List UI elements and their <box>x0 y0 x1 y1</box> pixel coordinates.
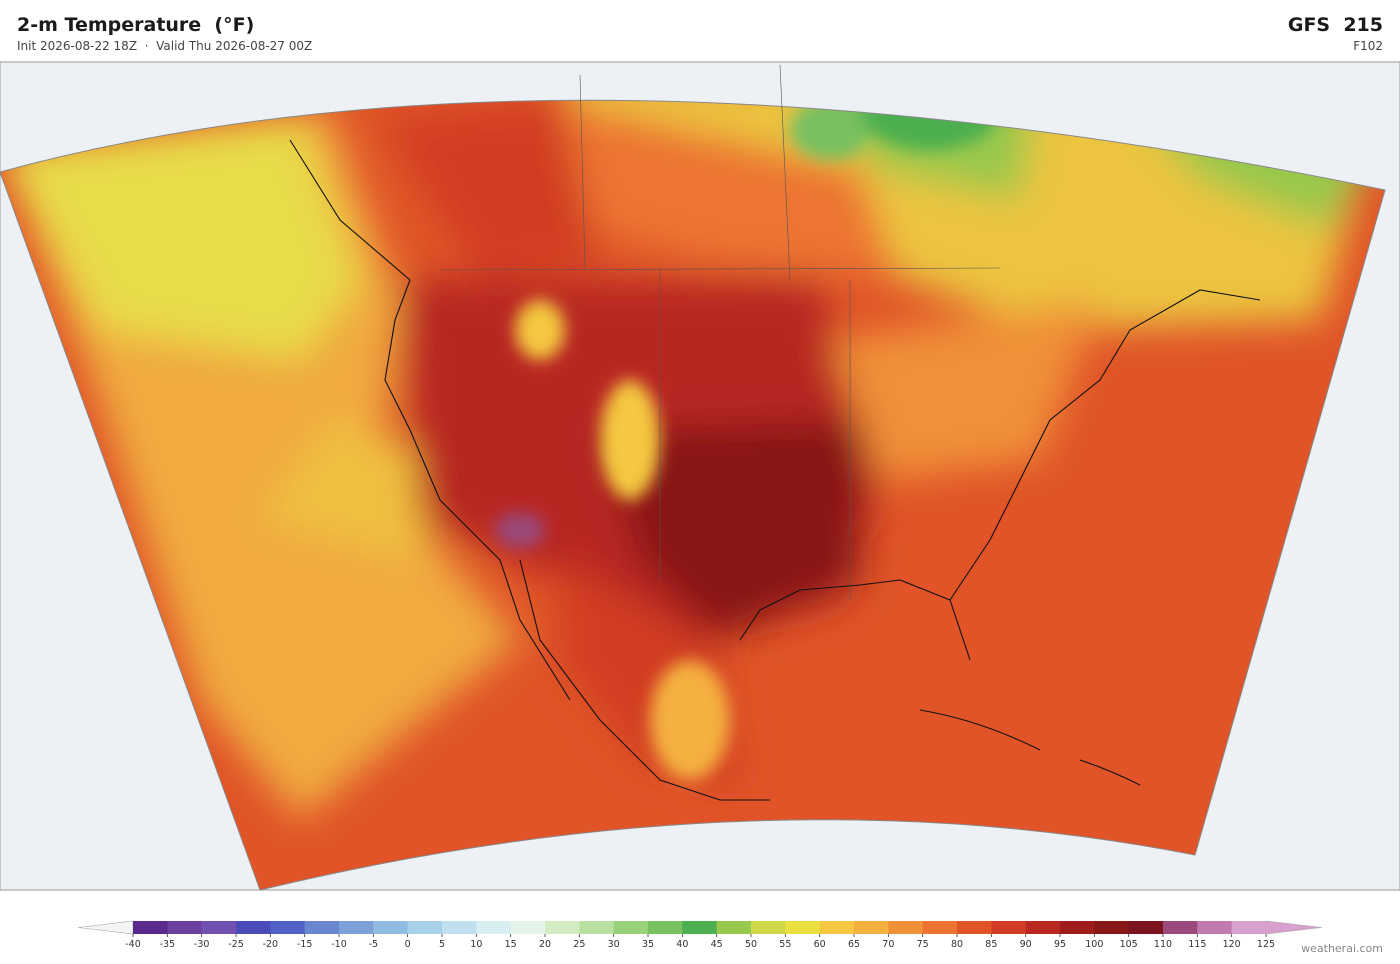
colorbar-swatch <box>167 921 203 934</box>
colorbar-swatch <box>373 921 409 934</box>
colorbar-tick-label: 120 <box>1223 939 1241 950</box>
colorbar-swatch <box>1025 921 1061 934</box>
colorbar-tick-label: 15 <box>505 939 517 950</box>
colorbar-tick-label: 100 <box>1085 939 1103 950</box>
colorbar-tick-label: -5 <box>369 939 378 950</box>
colorbar-swatch <box>716 921 752 934</box>
colorbar-swatch <box>579 921 615 934</box>
colorbar-swatch <box>991 921 1027 934</box>
colorbar-tick-label: -15 <box>297 939 313 950</box>
colorbar-tick-label: 35 <box>642 939 654 950</box>
colorbar-tick-label: 105 <box>1120 939 1138 950</box>
map-title: 2-m Temperature (°F) <box>17 14 255 36</box>
colorbar-swatch <box>236 921 271 934</box>
colorbar-over <box>1265 920 1323 935</box>
colorbar-swatch <box>682 921 718 934</box>
colorbar-tick-label: 60 <box>814 939 826 950</box>
colorbar-tick-label: 25 <box>573 939 585 950</box>
colorbar-swatch <box>201 921 237 934</box>
colorbar-tick-label: 55 <box>779 939 791 950</box>
colorbar-swatch <box>133 921 168 934</box>
forecast-hour: F102 <box>1353 39 1383 53</box>
colorbar-swatch <box>407 921 443 934</box>
colorbar-tick-label: 0 <box>405 939 411 950</box>
colorbar-tick-label: -25 <box>228 939 244 950</box>
colorbar-swatch <box>304 921 340 934</box>
colorbar-swatch <box>476 921 512 934</box>
colorbar-swatch <box>819 921 855 934</box>
colorbar-tick-label: 90 <box>1020 939 1032 950</box>
colorbar-tick-label: 80 <box>951 939 963 950</box>
colorbar-tick-label: 85 <box>985 939 997 950</box>
colorbar-swatch <box>751 921 786 934</box>
colorbar-tick-label: 30 <box>608 939 620 950</box>
colorbar-swatch <box>1231 921 1267 934</box>
colorbar-swatch <box>957 921 992 934</box>
credit: weatherai.com <box>1301 942 1383 955</box>
colorbar-tick-label: 50 <box>745 939 757 950</box>
colorbar-swatch <box>1163 921 1198 934</box>
colorbar-tick-label: -10 <box>331 939 347 950</box>
colorbar-tick-label: 65 <box>848 939 860 950</box>
colorbar-swatch <box>854 921 889 934</box>
map-subtitle: Init 2026-08-22 18Z · Valid Thu 2026-08-… <box>17 39 313 53</box>
colorbar-tick-label: 20 <box>539 939 551 950</box>
colorbar-tick-label: 70 <box>882 939 894 950</box>
colorbar-swatch <box>922 921 958 934</box>
colorbar-swatch <box>339 921 374 934</box>
colorbar-tick-label: 45 <box>711 939 723 950</box>
colorbar-tick-label: -30 <box>194 939 210 950</box>
colorbar-tick-label: 40 <box>676 939 688 950</box>
colorbar-swatch <box>442 921 477 934</box>
colorbar-swatch <box>545 921 580 934</box>
colorbar-tick-label: -40 <box>125 939 141 950</box>
colorbar-tick-label: 5 <box>439 939 445 950</box>
colorbar-swatch <box>1197 921 1233 934</box>
colorbar: -40 -35 -30 -25 -20 -15 -10 -5 0 5 10 15 20 25 30 35 40 4… <box>77 920 1323 950</box>
colorbar-under <box>77 920 134 935</box>
colorbar-swatch <box>1128 921 1164 934</box>
colorbar-tick-label: 125 <box>1257 939 1275 950</box>
colorbar-swatch <box>785 921 821 934</box>
colorbar-tick-label: 110 <box>1154 939 1172 950</box>
colorbar-tick-label: 10 <box>470 939 482 950</box>
colorbar-tick-label: -35 <box>160 939 176 950</box>
colorbar-tick-label: 115 <box>1188 939 1206 950</box>
colorbar-swatch <box>613 921 649 934</box>
colorbar-tick-label: 95 <box>1054 939 1066 950</box>
colorbar-swatch <box>1094 921 1130 934</box>
colorbar-swatch <box>648 921 683 934</box>
model-label: GFS 215 <box>1287 14 1383 36</box>
colorbar-swatch <box>888 921 924 934</box>
colorbar-swatch <box>1060 921 1095 934</box>
colorbar-tick-label: 75 <box>917 939 929 950</box>
colorbar-swatch <box>270 921 306 934</box>
colorbar-tick-label: -20 <box>263 939 279 950</box>
colorbar-swatch <box>510 921 546 934</box>
